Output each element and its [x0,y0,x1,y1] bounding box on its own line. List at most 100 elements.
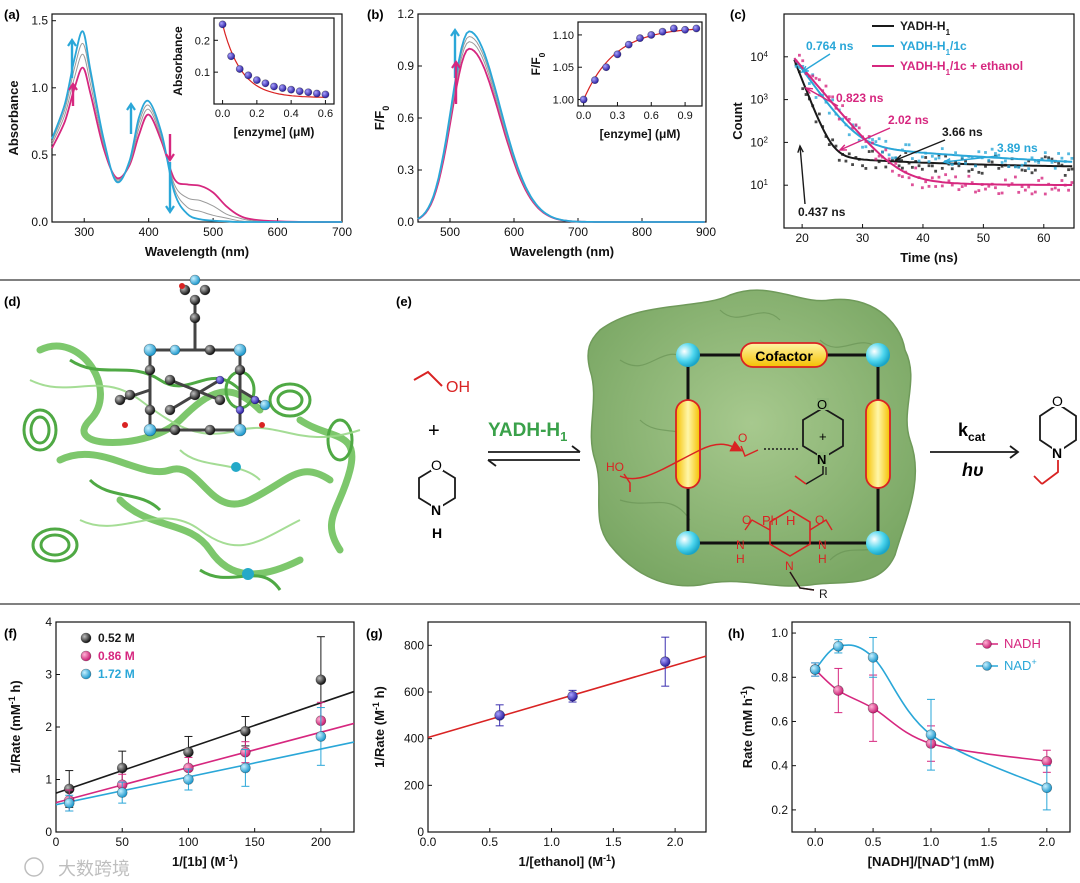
legend-entry: YADH-H1/1c + ethanol [900,59,1023,77]
y-tick-label: 200 [404,778,424,792]
y-tick-label: 0.2 [771,803,788,817]
helix-coil [276,389,304,411]
decay-point [864,167,868,170]
x-tick-label: 200 [311,835,331,849]
decay-point [814,76,818,80]
decay-point [1007,165,1011,169]
decay-point [957,161,961,165]
y-tick-label: 0.1 [195,67,210,79]
cage-atom [234,364,246,376]
decay-point [877,154,881,158]
transfer-arrow [619,440,743,480]
decay-point [1030,156,1034,160]
panel-label-g: (g) [366,626,383,641]
inset-data-point [218,20,227,29]
annotation-arrow-head [894,154,904,161]
inset-data-point [295,87,304,96]
data-point [116,787,128,798]
inset-data-point [270,82,278,91]
decay-point [980,171,984,175]
x-tick-label: 0.4 [283,108,298,120]
decay-point [874,157,878,161]
metal-node [676,531,700,555]
inset-x-label: [enzyme] (μM) [600,127,681,141]
inset-data-point [579,95,588,104]
series-line-final [51,30,342,223]
x-axis-label: 1/[ethanol] (M-1) [519,853,616,869]
decay-point [920,155,924,159]
cage-atom [169,344,181,356]
x-tick-label: 60 [1037,231,1051,245]
protein-structure [22,274,361,591]
decay-point [984,187,987,191]
decay-point [917,164,921,168]
arrow-up-cyan-head [67,38,77,47]
decay-point [967,174,971,178]
data-point [240,725,251,737]
x-tick-label: 50 [116,835,130,849]
decay-point [794,64,798,68]
helix-coil [31,527,79,563]
x-tick-label: 20 [795,231,809,245]
decay-point [811,74,815,78]
decay-point [997,166,1001,170]
lifetime-label: 0.764 ns [806,39,854,53]
decay-point [1023,188,1027,192]
hantzsch-structure: O O Ph H N H N H N R [736,509,833,601]
decay-point [960,157,964,161]
product-n: N [1052,445,1062,461]
helix-ribbon [56,450,334,508]
decay-point [801,64,805,68]
inset-data-point [591,76,599,85]
data-point [63,797,75,809]
arrow-down-cyan-head [165,205,175,214]
decay-point [1047,156,1051,160]
decay-point [1060,163,1064,167]
svg-text:H: H [736,552,745,566]
decay-point [954,175,957,179]
watermark-icon [24,857,44,877]
decay-point [984,164,987,168]
hv-label: hυ [962,460,984,480]
decay-point [901,175,904,179]
decay-point [944,173,948,177]
chart-b-fluorescence: 500 600 700 800 900 0.0 0.3 0.6 0.9 1.2 Wavelength… [372,7,716,259]
x-axis-label: Wavelength (nm) [145,244,249,259]
helix-coil [22,408,58,452]
legend-entry: NAD+ [1004,657,1037,673]
x-tick-label: 40 [916,231,930,245]
decay-point [1000,191,1004,195]
chart-c-decay: 20 30 40 50 60 101 102 103 104 Time (ns) Count YADH… [730,13,1075,265]
legend-entry: NADH [1004,636,1041,651]
x-axis-label: Wavelength (nm) [510,244,614,259]
decay-point [1057,152,1060,155]
decay-point [824,84,828,88]
decay-point [884,139,888,143]
lifetime-label: 2.02 ns [888,113,929,127]
decay-point [861,164,864,168]
legend-marker [80,650,92,662]
iminium-plus: + [819,429,827,444]
decay-point [907,143,911,147]
x-tick-label: 500 [440,225,460,239]
data-point [833,685,844,696]
data-point [659,656,671,667]
x-tick-label: 0.5 [481,835,498,849]
decay-point [950,167,954,171]
decay-point [864,145,868,149]
decay-point [927,184,931,188]
lifetime-label: 0.437 ns [798,205,846,219]
decay-point [807,82,811,85]
y-axis-label: Absorbance [6,80,21,155]
svg-text:N: N [736,538,745,552]
cage-atom [214,394,226,406]
x-tick-label: 2.0 [667,835,684,849]
data-point [116,762,128,774]
cage-metal [233,423,247,437]
decay-point [977,170,981,174]
x-tick-label: 0.0 [215,108,230,120]
decay-point [950,163,954,166]
y-tick-label: 0.6 [397,111,414,125]
y-tick-label: 0.8 [771,670,788,684]
decay-point [871,149,874,153]
